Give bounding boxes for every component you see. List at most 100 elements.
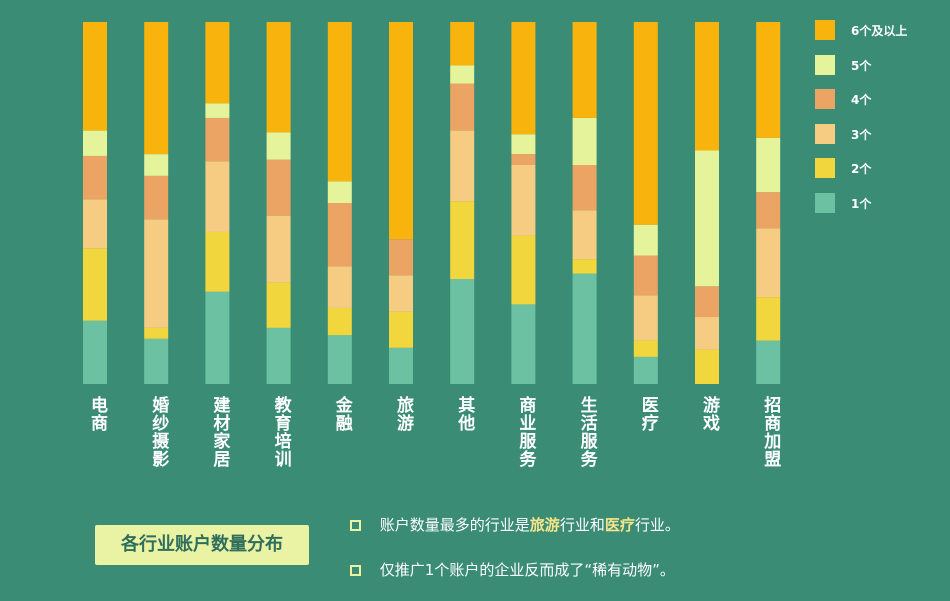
bar-segment-4-4 [266, 159, 291, 216]
bar-segment-1-6 [83, 22, 107, 131]
bar-segment-10-1 [633, 356, 658, 384]
bar-segment-11-4 [695, 286, 719, 318]
category-label: 婚纱摄影 [148, 396, 169, 468]
category-label: 商业服务 [515, 396, 536, 468]
bar-segment-12-3 [756, 228, 781, 298]
bar-segment-4-3 [266, 215, 291, 283]
bar-segment-10-4 [633, 255, 658, 296]
category-label: 电商 [87, 396, 107, 432]
bar-segment-2-6 [144, 22, 169, 155]
bar-segment-7-4 [450, 83, 475, 131]
bullet-icon [350, 565, 361, 576]
legend-swatch [815, 123, 835, 144]
category-label: 游戏 [699, 396, 719, 432]
bar-segment-9-6 [572, 22, 597, 118]
bar-segment-12-5 [756, 137, 781, 193]
chart-title: 各行业账户数量分布 [95, 525, 309, 565]
bar-segment-2-1 [144, 338, 169, 384]
bar-segment-6-2 [389, 311, 413, 348]
bar-segment-7-2 [450, 201, 475, 280]
bar-segment-5-2 [327, 307, 352, 336]
bar-segment-6-6 [389, 22, 413, 240]
bar-segment-12-2 [756, 297, 781, 341]
legend-label: 1个 [851, 196, 872, 211]
note-1-part-5: 行业。 [634, 516, 680, 534]
category-label: 其他 [454, 396, 475, 432]
bar-segment-1-1 [83, 320, 107, 384]
bar-segment-3-2 [205, 231, 230, 292]
legend-item: 5个 [815, 54, 945, 75]
bar-segment-9-3 [572, 210, 597, 260]
bar-segment-11-2 [695, 349, 719, 384]
bar-segment-7-1 [450, 279, 475, 384]
legend-label: 6个及以上 [851, 24, 908, 38]
legend-item: 6个及以上 [815, 20, 945, 40]
legend-label: 5个 [851, 58, 872, 73]
legend-swatch [815, 20, 835, 40]
bar-segment-5-1 [327, 335, 352, 384]
bar-segment-3-6 [205, 22, 230, 104]
bar-segment-10-3 [633, 295, 658, 341]
bar-segment-1-4 [83, 155, 107, 200]
bar-segment-3-5 [205, 103, 230, 118]
bar-segment-8-4 [511, 154, 536, 165]
bar-segment-4-6 [266, 22, 291, 133]
legend-swatch [815, 158, 835, 178]
bar-segment-2-4 [144, 175, 169, 220]
bar-segment-6-3 [389, 275, 413, 312]
category-label: 生活服务 [576, 396, 597, 468]
note-1: 账户数量最多的行业是旅游行业和医疗行业。 [350, 514, 680, 535]
bar-segment-10-2 [633, 340, 658, 357]
bar-segment-8-6 [511, 22, 536, 135]
bar-segment-10-5 [633, 224, 658, 256]
note-1-part-3: 行业和 [559, 516, 605, 534]
category-label: 金融 [331, 396, 352, 432]
bar-segment-2-3 [144, 219, 169, 328]
note-1-part-2: 旅游 [529, 516, 560, 534]
bar-segment-1-2 [83, 248, 107, 321]
bar-segment-5-6 [327, 22, 352, 182]
note-2: 仅推广1个账户的企业反而成了“稀有动物”。 [350, 559, 675, 580]
bar-segment-6-4 [389, 239, 413, 276]
note-2-text: 仅推广1个账户的企业反而成了“稀有动物”。 [379, 561, 675, 579]
bar-segment-12-4 [756, 192, 781, 229]
legend-item: 1个 [815, 192, 945, 213]
bar-segment-8-1 [511, 304, 536, 384]
bar-segment-10-6 [633, 22, 658, 225]
legend-label: 3个 [851, 127, 872, 142]
legend-swatch [815, 192, 835, 213]
bar-segment-12-6 [756, 22, 781, 138]
bar-segment-9-4 [572, 164, 597, 211]
category-label: 教育培训 [270, 396, 291, 468]
bar-segment-3-3 [205, 161, 230, 232]
bar-segment-3-4 [205, 117, 230, 162]
bar-segment-11-5 [695, 150, 719, 287]
bar-segment-5-5 [327, 181, 352, 203]
bar-segment-1-3 [83, 199, 107, 249]
legend-item: 2个 [815, 158, 945, 178]
bar-segment-6-1 [389, 347, 413, 384]
bar-segment-9-2 [572, 259, 597, 274]
bar-segment-7-3 [450, 130, 475, 202]
bar-segment-12-1 [756, 340, 781, 384]
bar-segment-3-1 [205, 291, 230, 384]
legend-swatch [815, 54, 835, 75]
bar-segment-11-6 [695, 22, 719, 151]
legend-label: 4个 [851, 93, 872, 107]
note-1-part-1: 账户数量最多的行业是 [379, 516, 530, 534]
legend-item: 4个 [815, 89, 945, 109]
bar-segment-7-5 [450, 65, 475, 84]
note-1-part-4: 医疗 [604, 516, 635, 534]
bar-segment-4-1 [266, 327, 291, 384]
bar-segment-5-3 [327, 266, 352, 308]
bar-segment-2-5 [144, 154, 169, 176]
bar-segment-8-3 [511, 164, 536, 236]
legend-item: 3个 [815, 123, 945, 144]
bar-segment-8-2 [511, 235, 536, 305]
legend-label: 2个 [851, 162, 872, 176]
bar-segment-9-1 [572, 273, 597, 384]
bar-segment-2-2 [144, 327, 169, 339]
category-label: 招商加盟 [760, 396, 781, 468]
category-label: 医疗 [637, 396, 658, 432]
bar-segment-5-4 [327, 203, 352, 267]
